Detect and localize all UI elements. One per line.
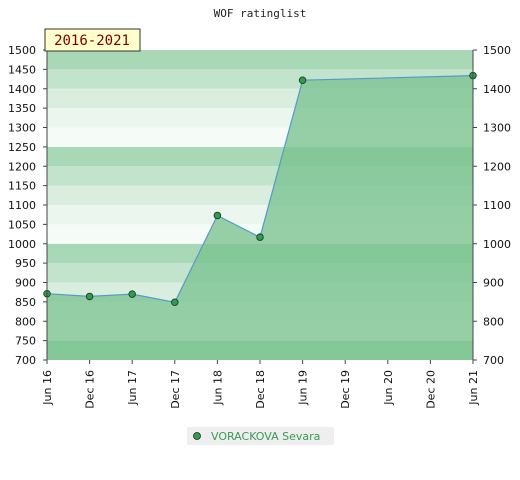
period-badge: 2016-2021: [44, 28, 141, 52]
x-tick-label: Dec 16: [84, 370, 97, 409]
right-tick-label: 1000: [483, 238, 511, 251]
chart-title: WOF ratinglist: [214, 7, 307, 20]
legend-label: VORACKOVA Sevara: [211, 430, 320, 443]
background-band: [47, 50, 473, 70]
x-tick-label: Dec 20: [424, 370, 437, 409]
right-tick-label: 900: [483, 277, 504, 290]
left-tick-label: 700: [15, 354, 36, 367]
right-tick-label: 1100: [483, 199, 511, 212]
right-tick-label: 700: [483, 354, 504, 367]
data-point: [128, 290, 136, 298]
right-tick-label: 1500: [483, 44, 511, 57]
x-tick-label: Jun 16: [41, 370, 54, 406]
left-tick-label: 900: [15, 277, 36, 290]
x-tick-label: Jun 21: [467, 370, 480, 406]
data-point: [213, 211, 222, 220]
legend-box: [187, 427, 334, 445]
x-tick-label: Dec 17: [169, 370, 182, 409]
rating-line: [46, 75, 474, 303]
data-point: [256, 233, 264, 241]
right-axis-ticks: 700 800 900 1000 1100 1200 1300 1400 1500: [473, 44, 511, 367]
period-badge-text: 2016-2021: [54, 33, 130, 49]
left-tick-label: 750: [15, 335, 36, 348]
data-point: [85, 292, 94, 301]
left-tick-label: 950: [15, 257, 36, 270]
legend-marker: [193, 432, 201, 440]
left-tick-label: 1000: [8, 238, 36, 251]
x-tick-label: Jun 17: [126, 370, 139, 406]
left-tick-label: 1050: [8, 218, 36, 231]
left-tick-label: 800: [15, 315, 36, 328]
left-tick-label: 1250: [8, 141, 36, 154]
left-tick-label: 1500: [8, 44, 36, 57]
data-point: [171, 298, 179, 307]
x-axis-ticks: Jun 16 Dec 16 Jun 17 Dec 17 Jun 18 Dec 18 Jun …: [41, 360, 480, 409]
left-tick-label: 850: [15, 296, 36, 309]
data-point: [298, 76, 307, 84]
left-tick-label: 1200: [8, 160, 36, 173]
x-tick-label: Dec 18: [254, 370, 267, 409]
left-axis-ticks: 700 750 800 850 900 950 1000 1050 1100 1150 1200 12…: [8, 44, 47, 367]
right-tick-label: 1300: [483, 122, 511, 135]
x-tick-label: Jun 20: [382, 370, 395, 406]
left-tick-label: 1350: [8, 102, 36, 115]
left-tick-label: 1300: [8, 122, 36, 135]
rating-area: [47, 75, 473, 360]
left-tick-label: 1150: [8, 180, 36, 193]
legend: VORACKOVA Sevara: [187, 427, 334, 445]
x-tick-label: Jun 19: [297, 370, 310, 406]
x-tick-label: Jun 18: [211, 370, 224, 406]
left-tick-label: 1100: [8, 199, 36, 212]
right-tick-label: 1400: [483, 83, 511, 96]
left-tick-label: 1450: [8, 63, 36, 76]
right-tick-label: 800: [483, 315, 504, 328]
right-tick-label: 1200: [483, 160, 511, 173]
period-badge-box: [44, 28, 141, 52]
x-tick-label: Dec 19: [339, 370, 352, 409]
left-tick-label: 1400: [8, 83, 36, 96]
